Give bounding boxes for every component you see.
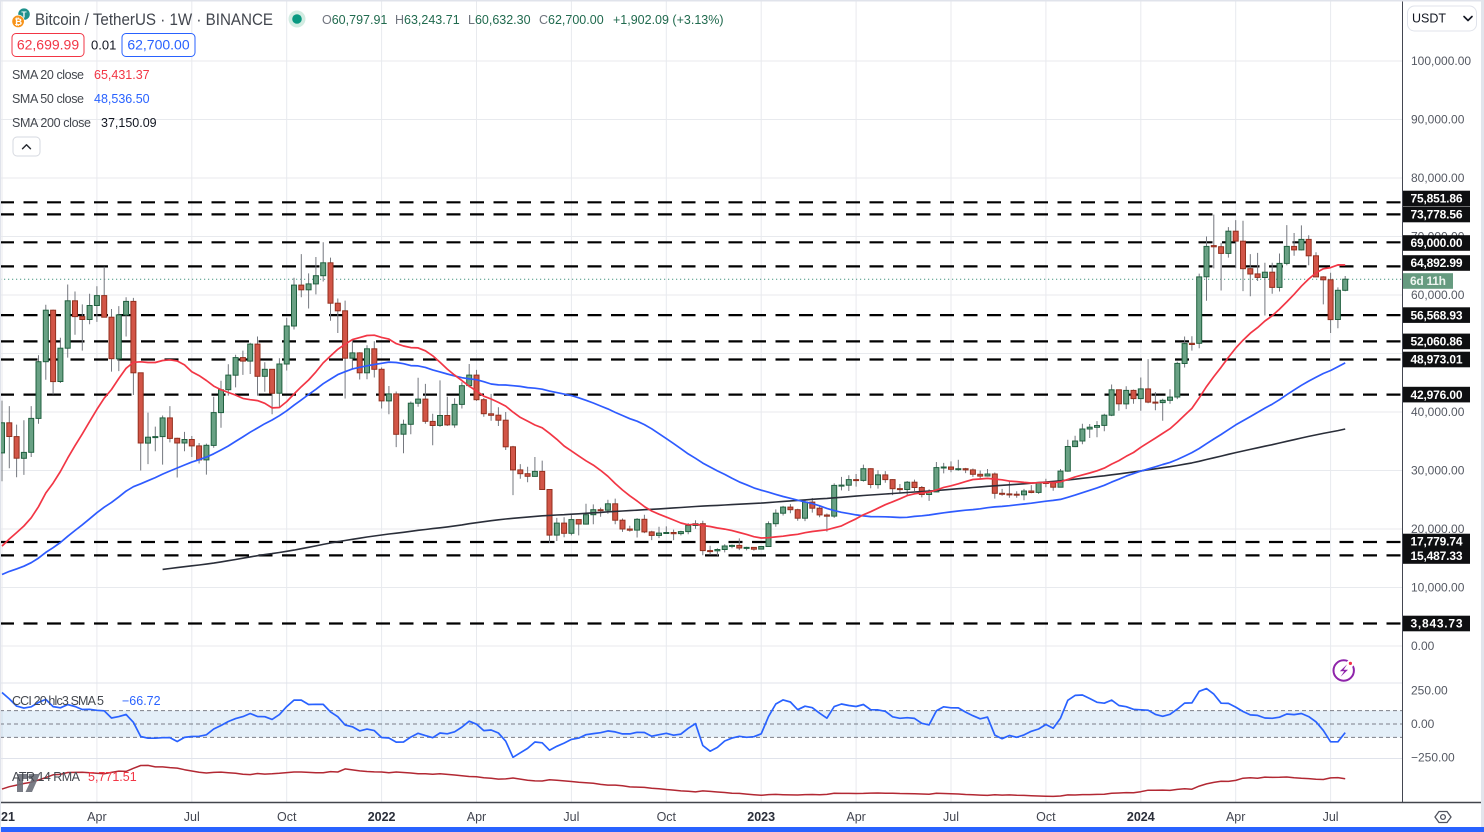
svg-text:64,892.99: 64,892.99 <box>1411 256 1463 270</box>
svg-text:Apr: Apr <box>87 810 106 824</box>
svg-text:Apr: Apr <box>1226 810 1245 824</box>
svg-text:30,000.00: 30,000.00 <box>1411 464 1465 478</box>
svg-text:20,000.00: 20,000.00 <box>1411 522 1465 536</box>
svg-text:0.00: 0.00 <box>1411 639 1435 653</box>
svg-text:SMA 50 close: SMA 50 close <box>12 92 84 106</box>
svg-text:−250.00: −250.00 <box>1411 751 1455 765</box>
svg-text:CCI 20 hlc3 SMA 5: CCI 20 hlc3 SMA 5 <box>12 694 104 708</box>
svg-text:ATR 14 RMA: ATR 14 RMA <box>12 770 81 784</box>
svg-text:O60,797.91: O60,797.91 <box>322 13 387 27</box>
svg-text:SMA 20 close: SMA 20 close <box>12 68 84 82</box>
svg-text:2024: 2024 <box>1127 810 1155 824</box>
svg-text:Jul: Jul <box>184 810 200 824</box>
svg-text:2022: 2022 <box>368 810 396 824</box>
svg-text:0.00: 0.00 <box>1411 717 1435 731</box>
svg-text:73,778.56: 73,778.56 <box>1411 208 1463 222</box>
svg-text:6d 11h: 6d 11h <box>1410 274 1446 288</box>
svg-text:250.00: 250.00 <box>1411 684 1448 698</box>
svg-text:42,976.00: 42,976.00 <box>1411 388 1463 402</box>
svg-text:65,431.37: 65,431.37 <box>94 68 150 82</box>
svg-text:Oct: Oct <box>1036 810 1056 824</box>
svg-text:37,150.09: 37,150.09 <box>101 116 157 130</box>
svg-text:Jul: Jul <box>563 810 579 824</box>
svg-text:USDT: USDT <box>1412 12 1446 26</box>
svg-text:52,060.86: 52,060.86 <box>1411 335 1463 349</box>
svg-text:5,771.51: 5,771.51 <box>88 770 137 784</box>
svg-text:10,000.00: 10,000.00 <box>1411 581 1465 595</box>
svg-text:2023: 2023 <box>747 810 775 824</box>
svg-text:Oct: Oct <box>277 810 297 824</box>
svg-text:48,536.50: 48,536.50 <box>94 92 150 106</box>
svg-text:Oct: Oct <box>657 810 677 824</box>
svg-text:0.01: 0.01 <box>91 38 116 53</box>
svg-text:T: T <box>21 10 27 20</box>
svg-text:80,000.00: 80,000.00 <box>1411 171 1465 185</box>
svg-text:21: 21 <box>1 810 15 824</box>
svg-text:60,000.00: 60,000.00 <box>1411 288 1465 302</box>
svg-text:H63,243.71: H63,243.71 <box>395 13 460 27</box>
svg-text:56,568.93: 56,568.93 <box>1411 308 1463 322</box>
svg-text:17,779.74: 17,779.74 <box>1411 535 1463 549</box>
svg-text:40,000.00: 40,000.00 <box>1411 405 1465 419</box>
svg-text:Jul: Jul <box>1323 810 1339 824</box>
svg-text:90,000.00: 90,000.00 <box>1411 113 1465 127</box>
svg-text:+1,902.09 (+3.13%): +1,902.09 (+3.13%) <box>613 13 724 27</box>
svg-text:100,000.00: 100,000.00 <box>1411 54 1471 68</box>
svg-text:Apr: Apr <box>467 810 486 824</box>
svg-text:Jul: Jul <box>943 810 959 824</box>
svg-text:69,000.00: 69,000.00 <box>1411 236 1463 250</box>
svg-text:L60,632.30: L60,632.30 <box>468 13 531 27</box>
svg-text:SMA 200 close: SMA 200 close <box>12 116 91 130</box>
svg-text:Apr: Apr <box>846 810 865 824</box>
svg-text:75,851.86: 75,851.86 <box>1411 192 1463 206</box>
svg-text:3,843.73: 3,843.73 <box>1411 617 1463 631</box>
svg-text:−66.72: −66.72 <box>122 694 161 708</box>
svg-text:₿: ₿ <box>14 17 22 28</box>
svg-text:48,973.01: 48,973.01 <box>1411 353 1463 367</box>
svg-text:62,700.00: 62,700.00 <box>127 37 189 53</box>
svg-text:15,487.33: 15,487.33 <box>1411 549 1463 563</box>
svg-text:62,699.99: 62,699.99 <box>17 37 79 53</box>
svg-text:Bitcoin / TetherUS · 1W · BINA: Bitcoin / TetherUS · 1W · BINANCE <box>35 11 273 29</box>
svg-text:C62,700.00: C62,700.00 <box>539 13 604 27</box>
